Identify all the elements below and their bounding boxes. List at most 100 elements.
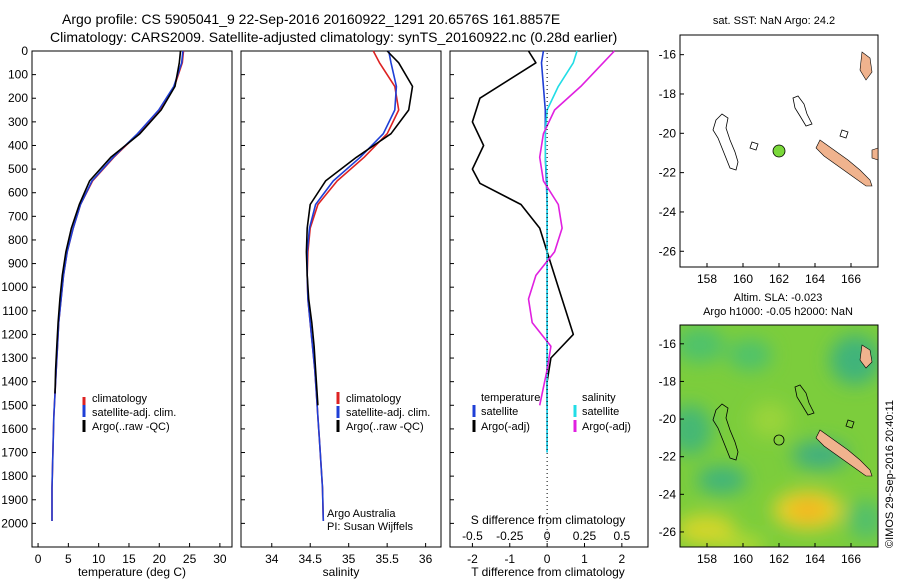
legend-label-sal-satellite: satellite — [582, 406, 619, 418]
y-tick-label: 400 — [8, 138, 28, 152]
vanuatu-land — [859, 51, 873, 81]
float-location-marker — [772, 144, 786, 158]
s-difference-ticks: -0.5 -0.25 0 0.25 0.5 — [462, 529, 630, 543]
x-tick-label: 30 — [213, 552, 227, 566]
x-tick-label: 34 — [265, 552, 279, 566]
salinity-ticks: 34 34.5 35 35.5 36 — [241, 50, 433, 566]
series-line-2 — [544, 50, 578, 453]
s-tick-label: -0.5 — [462, 529, 483, 543]
sla-map-ticks: 158 160 162 164 166 -16 -18 -20 -22 -24 -26 — [659, 337, 862, 566]
y-tick-label: 1300 — [1, 351, 28, 365]
salinity-xlabel: salinity — [323, 565, 360, 579]
temperature-lines — [51, 50, 185, 521]
series-line-1 — [471, 50, 575, 406]
series-line-1 — [306, 50, 398, 522]
sla-coastline-island — [845, 419, 855, 429]
x-tick-label: 2 — [619, 552, 626, 566]
s-tick-label: 0 — [544, 529, 551, 543]
map-y-tick-label: -22 — [659, 166, 677, 180]
difference-panel: -2 -1 0 1 2 S difference from climatology -0… — [449, 50, 649, 579]
annotation-institution: Argo Australia — [327, 508, 396, 520]
salinity-axes — [240, 50, 442, 548]
y-tick-label: 0 — [21, 44, 28, 58]
salinity-lines — [305, 50, 414, 522]
temperature-axes — [31, 50, 233, 548]
coastline-islet — [749, 141, 759, 151]
legend-label-climatology: climatology — [346, 393, 402, 405]
annotation-pi: PI: Susan Wijffels — [327, 521, 413, 533]
legend-label-climatology: climatology — [92, 393, 148, 405]
map-y-tick-label: -18 — [659, 87, 677, 101]
map-y-tick-label: -26 — [659, 244, 677, 258]
map-y-tick-label: -20 — [659, 126, 677, 140]
t-difference-label: T difference from climatology — [471, 565, 625, 579]
y-tick-label: 1800 — [1, 469, 28, 483]
y-tick-label: 800 — [8, 233, 28, 247]
x-tick-label: 1 — [581, 552, 588, 566]
s-tick-label: 0.25 — [573, 529, 597, 543]
legend-label-satellite: satellite-adj. clim. — [346, 407, 430, 419]
series-line-0 — [306, 50, 400, 522]
y-tick-label: 700 — [8, 209, 28, 223]
temperature-xlabel: temperature (deg C) — [78, 565, 186, 579]
sst-map-frame — [679, 34, 879, 268]
series-line-2 — [305, 50, 414, 406]
legend-label-argo: Argo(..raw -QC) — [92, 421, 170, 433]
y-tick-label: 900 — [8, 257, 28, 271]
sla-float-marker — [773, 434, 785, 446]
x-tick-label: 0 — [35, 552, 42, 566]
sla-map: Altim. SLA: -0.023 Argo h1000: -0.05 h20… — [659, 292, 879, 566]
series-line-2 — [54, 50, 182, 394]
x-tick-label: 20 — [153, 552, 167, 566]
y-tick-label: 600 — [8, 186, 28, 200]
map-x-tick-label: 164 — [805, 552, 825, 566]
map-y-tick-label: -18 — [659, 374, 677, 388]
sst-coastlines — [712, 95, 849, 171]
y-tick-label: 1600 — [1, 422, 28, 436]
y-tick-label: 300 — [8, 115, 28, 129]
series-line-1 — [51, 50, 184, 521]
map-x-tick-label: 160 — [733, 552, 753, 566]
map-x-tick-label: 164 — [805, 272, 825, 286]
legend-label-satellite: satellite-adj. clim. — [92, 407, 176, 419]
y-tick-label: 1100 — [2, 304, 28, 318]
y-tick-label: 1700 — [1, 446, 28, 460]
temperature-panel: 0 5 10 15 20 25 300100200300400500600700800900… — [1, 44, 233, 579]
legend-label-argo: Argo(..raw -QC) — [346, 421, 424, 433]
salinity-panel: 34 34.5 35 35.5 36 salinity climatology sate… — [240, 50, 442, 579]
figure-title: Argo profile: CS 5905041_9 22-Sep-2016 2… — [62, 11, 560, 27]
s-tick-label: 0.5 — [614, 529, 631, 543]
sla-new-caledonia-land — [815, 429, 873, 477]
difference-ticks: -2 -1 0 1 2 — [450, 50, 626, 566]
map-x-tick-label: 162 — [769, 552, 789, 566]
y-tick-label: 1000 — [1, 280, 28, 294]
x-tick-label: 36 — [419, 552, 433, 566]
legend-title-salinity: salinity — [582, 392, 616, 404]
sla-vanuatu-land — [859, 344, 873, 369]
x-tick-label: 35 — [342, 552, 356, 566]
x-tick-label: -1 — [504, 552, 515, 566]
sla-coastline-chesterfield — [712, 403, 739, 461]
difference-lines — [471, 50, 615, 545]
x-tick-label: 15 — [122, 552, 136, 566]
x-tick-label: 34.5 — [299, 552, 323, 566]
s-tick-label: -0.25 — [496, 529, 524, 543]
series-line-3 — [527, 50, 615, 406]
y-tick-label: 500 — [8, 162, 28, 176]
sla-coastline-reef — [794, 384, 815, 416]
y-tick-label: 1500 — [1, 398, 28, 412]
legend-title-temperature: temperature — [481, 392, 540, 404]
map-x-tick-label: 158 — [697, 272, 717, 286]
y-tick-label: 2000 — [1, 516, 28, 530]
series-line-0 — [51, 50, 185, 521]
map-y-tick-label: -24 — [659, 487, 677, 501]
map-x-tick-label: 166 — [841, 552, 861, 566]
legend-label-sal-argo: Argo(-adj) — [582, 421, 631, 433]
legend-label-temp-satellite: satellite — [481, 406, 518, 418]
y-tick-label: 200 — [8, 91, 28, 105]
map-y-tick-label: -22 — [659, 450, 677, 464]
sla-map-subtitle: Argo h1000: -0.05 h2000: NaN — [703, 306, 853, 318]
sla-map-title: Altim. SLA: -0.023 — [734, 292, 823, 304]
map-x-tick-label: 166 — [841, 272, 861, 286]
